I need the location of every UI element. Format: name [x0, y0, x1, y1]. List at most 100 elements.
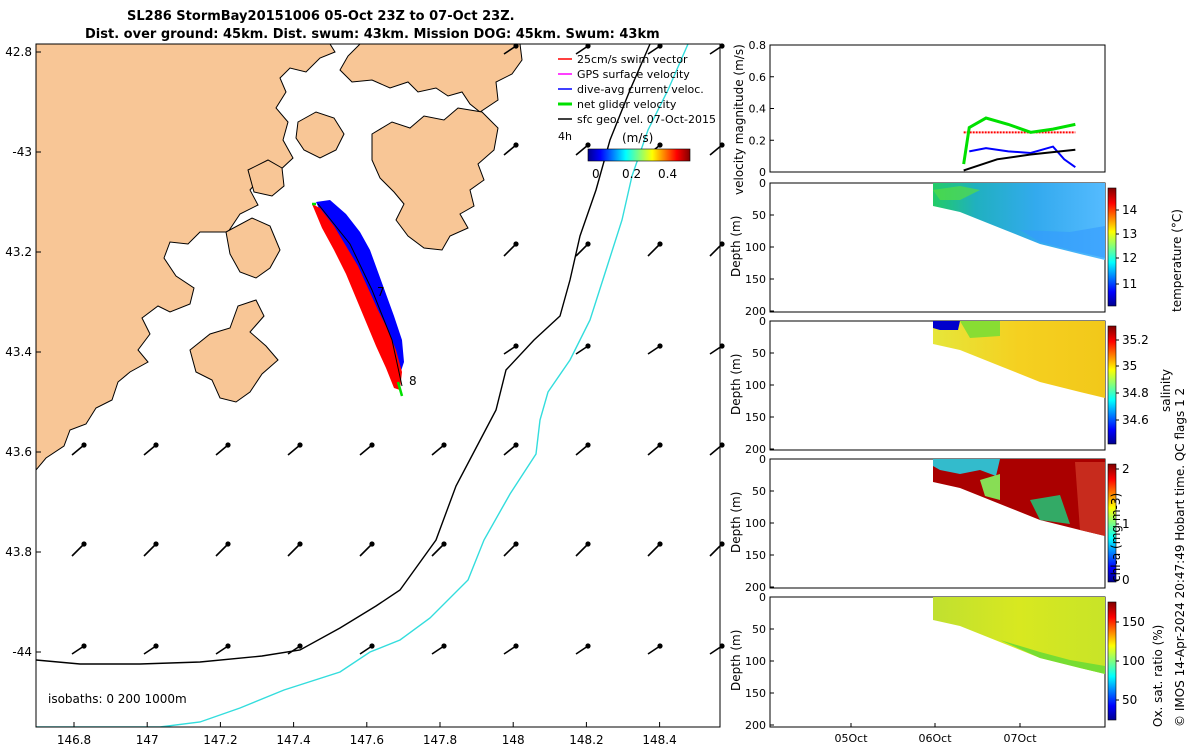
- chla-green-patch: [980, 474, 1000, 500]
- depth-tick-label: 200: [745, 581, 766, 594]
- sfc-geo-arrowhead: [513, 643, 519, 649]
- map-ytick-label: 43.4: [5, 345, 32, 359]
- sfc-geo-arrowhead: [297, 541, 303, 547]
- velocity-series-line: [969, 145, 1076, 169]
- depth-tick-label: 0: [759, 315, 766, 328]
- sfc-geo-arrow: [503, 444, 517, 456]
- velocity-ytick-label: 0.4: [749, 103, 767, 116]
- sfc-geo-arrow: [503, 243, 517, 257]
- velocity-series-line: [963, 148, 1076, 172]
- sfc-geo-arrowhead: [369, 541, 375, 547]
- velocity-ytick-label: 0: [759, 166, 766, 179]
- time-tick-label: 07Oct: [1003, 732, 1037, 745]
- velocity-ytick-label: 0.2: [749, 134, 767, 147]
- sfc-geo-arrowhead: [657, 541, 663, 547]
- velocity-ylabel: velocity magnitude (m/s): [732, 44, 746, 195]
- sfc-geo-arrowhead: [441, 442, 447, 448]
- colorbar-tick-label: 34.6: [1122, 413, 1149, 427]
- sfc-geo-arrowhead: [657, 343, 663, 349]
- sfc-geo-arrow: [575, 144, 589, 156]
- sfc-geo-arrowhead: [585, 43, 591, 49]
- sfc-geo-arrowhead: [513, 241, 519, 247]
- sfc-geo-arrowhead: [81, 541, 87, 547]
- sfc-geo-arrowhead: [297, 442, 303, 448]
- legend-label: dive-avg current veloc.: [577, 83, 704, 96]
- isobaths-label: isobaths: 0 200 1000m: [48, 692, 187, 706]
- chla-panel: chl-a (mg m-3): [769, 458, 1123, 589]
- map-ytick-label: 43.2: [5, 245, 32, 259]
- colorbar-tick-2: 0.4: [658, 167, 677, 181]
- colorbar-tick-label: 50: [1122, 693, 1137, 707]
- colorbar-tick-0: 0: [592, 167, 600, 181]
- sfc-geo-arrowhead: [153, 643, 159, 649]
- speed-colorbar: [587, 148, 691, 162]
- colorbar-tick-label: 1: [1122, 517, 1130, 531]
- sfc-geo-arrowhead: [657, 241, 663, 247]
- depth-tick-label: 150: [745, 687, 766, 700]
- map-xtick-label: 147: [136, 733, 159, 747]
- sfc-geo-arrowhead: [369, 643, 375, 649]
- sfc-geo-arrowhead: [719, 541, 725, 547]
- track-label-7: 7: [377, 285, 385, 299]
- map-xtick-label: 147.6: [350, 733, 384, 747]
- sfc-geo-arrowhead: [657, 442, 663, 448]
- sfc-geo-arrow: [71, 444, 85, 456]
- sfc-geo-arrowhead: [513, 442, 519, 448]
- oxygen-colorbar: [1107, 601, 1117, 721]
- sfc-geo-arrow: [287, 543, 301, 557]
- sfc-geo-arrowhead: [585, 442, 591, 448]
- depth-tick-label: 200: [745, 305, 766, 318]
- map-xtick-label: 148: [502, 733, 525, 747]
- map-axis-ticks: 146.8 147 147.2 147.4 147.6 147.8 148 148.2 148.…: [5, 45, 676, 747]
- velocity-ticks: 0 0.2 0.4 0.6 0.8: [749, 39, 774, 179]
- depth-tick-label: 0: [759, 177, 766, 190]
- depth-tick-label: 200: [745, 443, 766, 456]
- map-panel: 7 8 25cm/s swim vector GPS surface veloci…: [5, 43, 725, 747]
- sfc-geo-arrowhead: [585, 643, 591, 649]
- sfc-geo-arrowhead: [513, 43, 519, 49]
- map-xtick-label: 147.4: [276, 733, 310, 747]
- sfc-geo-arrow: [503, 543, 517, 557]
- velocity-panel: 0 0.2 0.4 0.6 0.8 velocity magnitude (m/s): [732, 39, 1106, 195]
- sfc-geo-arrow: [143, 543, 157, 557]
- salinity-fresh-patch: [933, 321, 960, 330]
- depth-tick-label: 100: [745, 655, 766, 668]
- depth-tick-label: 50: [752, 623, 766, 636]
- sfc-geo-arrow: [647, 543, 661, 557]
- depth-tick-label: 0: [759, 591, 766, 604]
- depth-tick-label: 200: [745, 719, 766, 732]
- sfc-geo-arrowhead: [225, 643, 231, 649]
- depth-tick-label: 50: [752, 209, 766, 222]
- colorbar-tick-label: 100: [1122, 654, 1145, 668]
- sfc-geo-arrowhead: [513, 541, 519, 547]
- sfc-geo-arrow: [71, 543, 85, 557]
- sfc-geo-arrow: [575, 444, 589, 456]
- colorbar-tick-label: 35: [1122, 359, 1137, 373]
- sfc-geo-arrow: [647, 444, 661, 456]
- sfc-geo-arrowhead: [153, 442, 159, 448]
- sfc-geo-arrowhead: [153, 541, 159, 547]
- oxygen-panel: Ox. sat. ratio (%): [769, 596, 1165, 728]
- sfc-geo-arrowhead: [225, 442, 231, 448]
- oxygen-colorbar-label: Ox. sat. ratio (%): [1151, 625, 1165, 727]
- legend-label: 25cm/s swim vector: [577, 53, 688, 66]
- sfc-geo-arrow: [215, 444, 229, 456]
- colorbar-tick-1: 0.2: [622, 167, 641, 181]
- depth-tick-label: 100: [745, 379, 766, 392]
- colorbar-tick-label: 150: [1122, 615, 1145, 629]
- sfc-geo-arrowhead: [81, 643, 87, 649]
- footer-credit: © IMOS 14-Apr-2024 20:47:49 Hobart time.…: [1173, 388, 1187, 727]
- temperature-cool-patch: [1020, 226, 1105, 258]
- sfc-geo-arrowhead: [719, 343, 725, 349]
- chla-surface-patch: [933, 459, 1000, 476]
- legend-label: GPS surface velocity: [577, 68, 690, 81]
- colorbar-tick-label: 14: [1122, 203, 1137, 217]
- colorbar-tick-label: 34.8: [1122, 386, 1149, 400]
- legend-label: sfc geo. vel. 07-Oct-2015: [577, 113, 716, 126]
- sfc-geo-arrowhead: [297, 643, 303, 649]
- sfc-geo-arrow: [575, 543, 589, 557]
- sfc-geo-arrow: [647, 243, 661, 257]
- depth-tick-label: 150: [745, 411, 766, 424]
- time-tick-label: 06Oct: [918, 732, 952, 745]
